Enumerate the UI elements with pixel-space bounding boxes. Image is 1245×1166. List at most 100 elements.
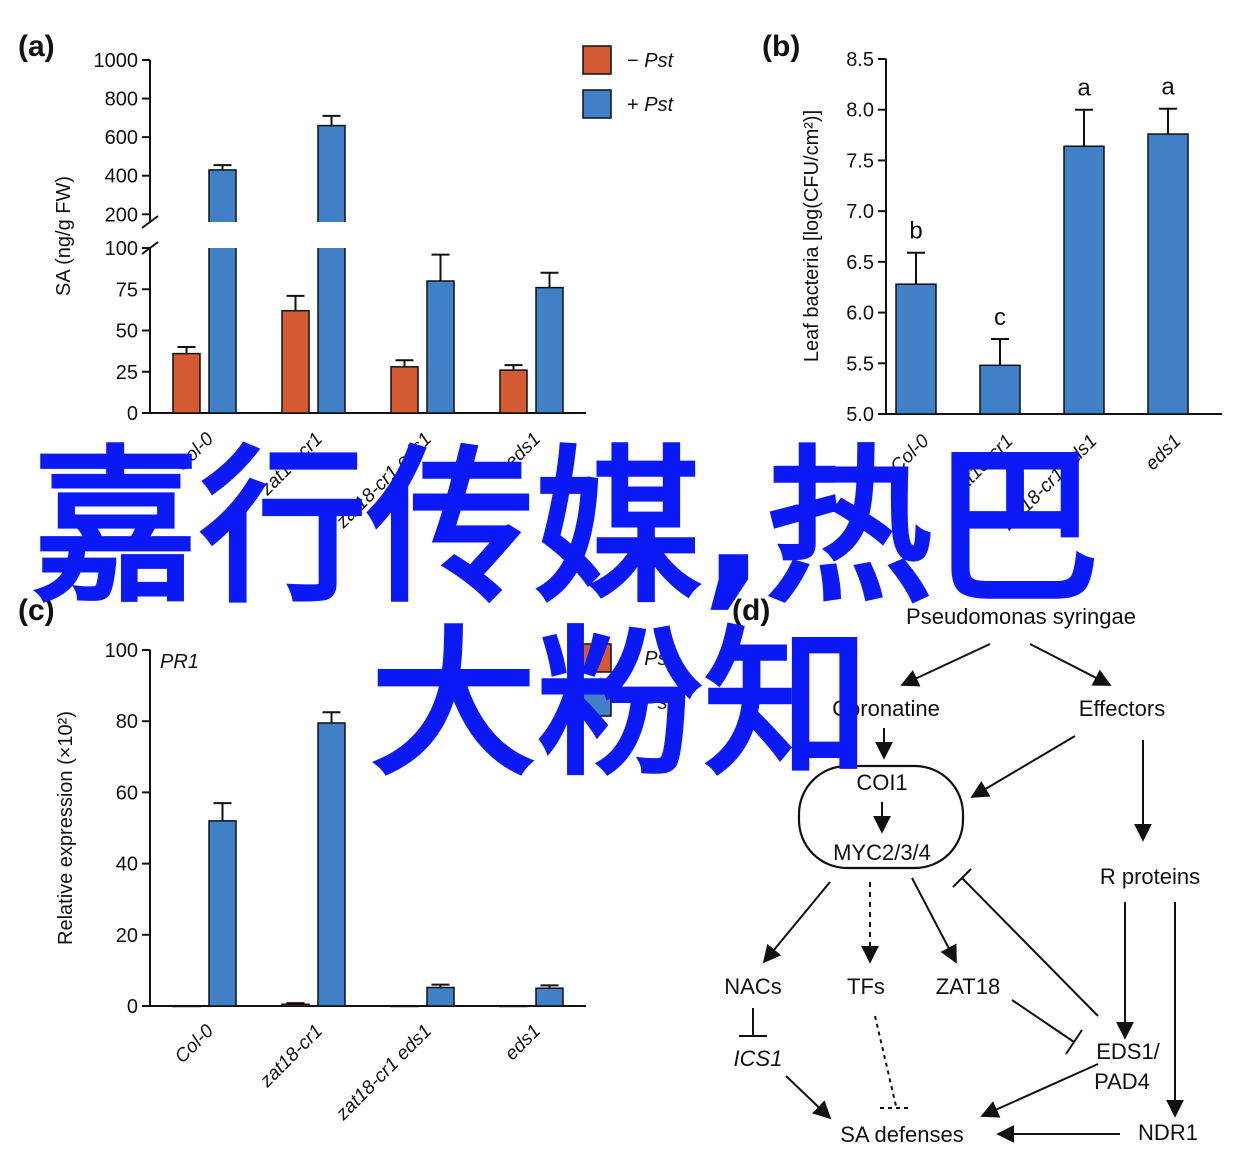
c-y-tick-label: 80: [116, 711, 138, 733]
b-y-tick-label: 5.0: [846, 404, 874, 426]
c-x-label: zat18-cr1: [255, 1021, 327, 1093]
panel-label-c: (c): [18, 594, 55, 627]
c-x-label: zat18-cr1 eds1: [332, 1021, 436, 1125]
c-y-tick-label: 100: [105, 640, 138, 662]
arrow-pst-effectors: [1029, 643, 1112, 686]
a-y-tick-label: 75: [116, 279, 138, 301]
watermark-line-2: 大粉知: [370, 611, 870, 798]
a-bar-plus-pst: [426, 280, 455, 414]
node-myc: MYC2/3/4: [833, 840, 931, 865]
node-effectors: Effectors: [1079, 696, 1165, 721]
a-legend-swatch: [582, 89, 612, 119]
b-y-tick-label: 6.5: [846, 252, 874, 274]
a-legend-label: + Pst: [627, 94, 675, 116]
arrow-eds1-sa: [980, 1063, 1099, 1118]
c-y-tick-label: 40: [116, 854, 138, 876]
a-bar-plus-pst: [317, 124, 346, 414]
c-legend-swatch: [582, 643, 612, 673]
panel-label-d: (d): [732, 594, 770, 627]
b-bar: [895, 283, 937, 415]
a-y-tick-label: 50: [116, 321, 138, 343]
inhibit-tfs-sa: [874, 1015, 897, 1107]
arrow-effectors-coi1: [970, 735, 1076, 798]
b-y-axis-title: Leaf bacteria [log(CFU/cm²)]: [801, 110, 823, 362]
c-chart-title: PR1: [160, 651, 199, 673]
inhibit-eds1-myc: [961, 877, 1099, 1017]
node-sa-defenses: SA defenses: [840, 1122, 964, 1147]
a-bar-break-gap: [207, 222, 238, 248]
a-y-tick-label: 25: [116, 362, 138, 384]
a-bar-minus-pst: [172, 352, 201, 414]
c-bar-plus-pst: [208, 820, 237, 1007]
node-tfs: TFs: [847, 974, 885, 999]
c-legend-label: − Pst: [627, 648, 675, 670]
a-y-axis-title: SA (ng/g FW): [53, 176, 75, 296]
c-bar-plus-pst: [535, 987, 564, 1007]
a-bar-break-gap: [316, 222, 347, 248]
node-nacs: NACs: [724, 974, 781, 999]
node-pad4: PAD4: [1094, 1069, 1150, 1094]
b-bar: [1063, 145, 1105, 415]
node-r-proteins: R proteins: [1100, 864, 1200, 889]
a-axis-break-mark: [141, 215, 159, 229]
a-y-tick-label: 0: [127, 403, 138, 425]
a-y-tick-label: 400: [105, 166, 138, 188]
a-bar-minus-pst: [281, 309, 310, 414]
node-zat18: ZAT18: [936, 974, 1000, 999]
inhibit-eds1-myc-bar: [952, 868, 972, 888]
node-coronatine: Coronatine: [832, 696, 940, 721]
b-significance-letter: c: [994, 304, 1006, 331]
c-x-label: Col-0: [171, 1020, 218, 1067]
arrow-myc-nacs: [762, 881, 831, 964]
b-significance-letter: b: [909, 218, 922, 245]
arrow-myc-zat18: [911, 877, 957, 964]
a-legend-swatch: [582, 45, 612, 75]
arrow-ics1-sa: [785, 1075, 832, 1120]
c-bar-minus-pst: [499, 1005, 528, 1008]
a-y-tick-label: 200: [105, 204, 138, 226]
a-y-tick-label: 800: [105, 89, 138, 111]
b-y-tick-label: 5.5: [846, 353, 874, 375]
panel-label-b: (b): [762, 30, 800, 63]
node-coi1: COI1: [856, 770, 907, 795]
node-ndr1: NDR1: [1138, 1120, 1198, 1145]
signaling-diagram: Pseudomonas syringae Coronatine Effector…: [724, 604, 1200, 1147]
c-legend-swatch: [582, 687, 612, 717]
c-y-tick-label: 0: [127, 996, 138, 1018]
arrow-pst-coronatine: [900, 643, 991, 687]
b-bar: [1147, 133, 1189, 415]
inhibit-zat18-eds1: [1011, 999, 1075, 1043]
node-pseudomonas: Pseudomonas syringae: [906, 604, 1136, 629]
b-significance-letter: a: [1161, 74, 1175, 101]
b-y-tick-label: 6.0: [846, 303, 874, 325]
watermark-line-1: 嘉行传媒,热巴: [32, 430, 1100, 626]
a-bar-minus-pst: [499, 369, 528, 414]
c-y-tick-label: 60: [116, 782, 138, 804]
c-bar-minus-pst: [281, 1003, 310, 1007]
c-bar-minus-pst: [390, 1005, 419, 1008]
a-bar-plus-pst: [535, 286, 564, 414]
a-legend-label: − Pst: [627, 50, 675, 72]
a-y-tick-label: 1000: [94, 50, 139, 72]
b-bar: [979, 364, 1021, 415]
a-y-tick-label: 100: [105, 238, 138, 260]
node-eds1: EDS1/: [1096, 1039, 1160, 1064]
node-ics1: ICS1: [734, 1046, 783, 1071]
b-y-tick-label: 7.5: [846, 150, 874, 172]
c-y-axis-title: Relative expression (×10²): [55, 711, 77, 945]
b-significance-letter: a: [1077, 75, 1091, 102]
coi1-complex-box: [797, 764, 965, 870]
c-x-label: eds1: [501, 1021, 545, 1065]
c-bar-plus-pst: [317, 722, 346, 1007]
c-y-tick-label: 20: [116, 925, 138, 947]
panel-label-a: (a): [18, 30, 55, 63]
b-x-label: eds1: [1142, 431, 1186, 475]
b-y-tick-label: 8.5: [846, 49, 874, 71]
c-bar-plus-pst: [426, 986, 455, 1007]
c-bar-minus-pst: [172, 1005, 201, 1008]
inhibit-zat18-eds1-bar: [1065, 1029, 1083, 1055]
b-y-tick-label: 8.0: [846, 100, 874, 122]
b-y-tick-label: 7.0: [846, 201, 874, 223]
a-bar-minus-pst: [390, 366, 419, 414]
